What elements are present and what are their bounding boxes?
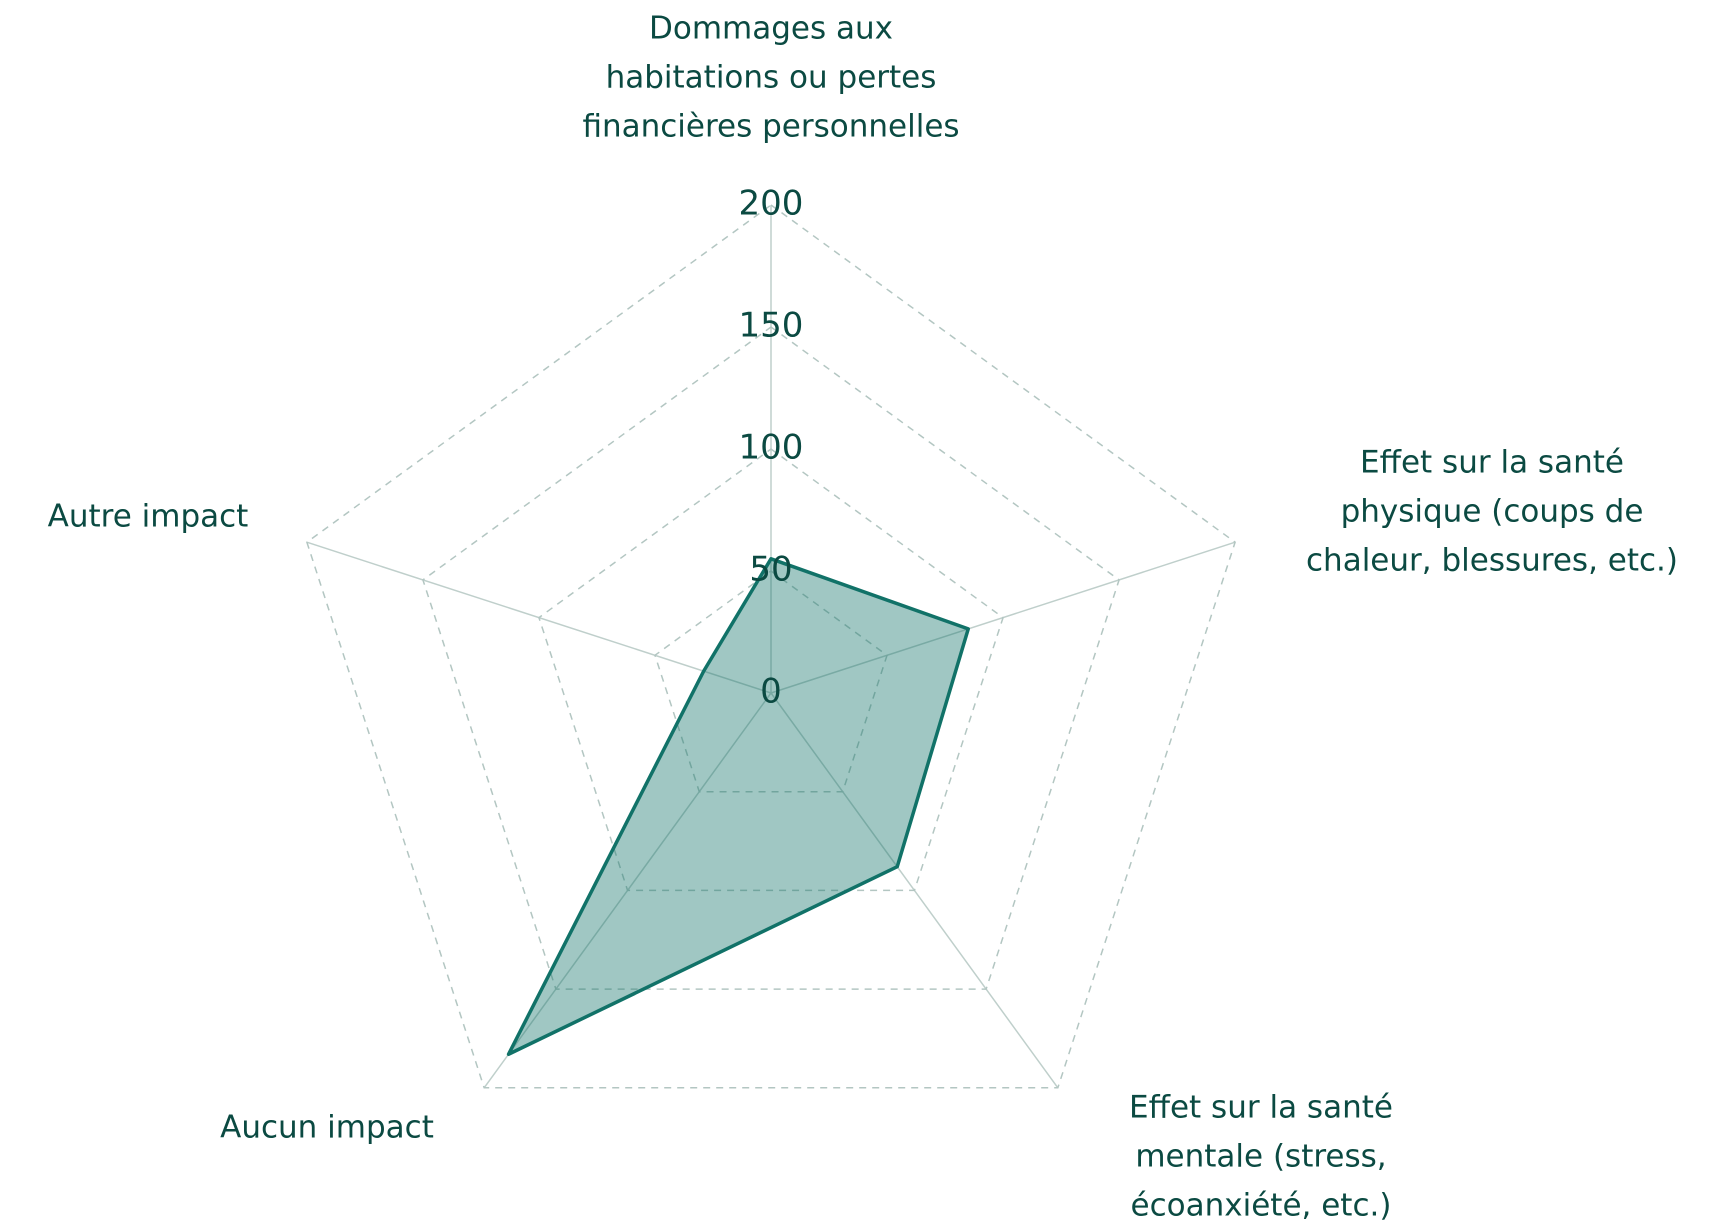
axis-label: écoanxiété, etc.) [1131,1188,1392,1221]
tick-label: 200 [739,184,804,224]
axis-label: physique (coups de [1341,494,1644,530]
tick-label: 0 [760,672,782,712]
tick-label: 50 [749,550,792,590]
axis-label: chaleur, blessures, etc.) [1306,543,1678,579]
tick-label: 150 [739,306,804,346]
axis-label: Effet sur la santé [1360,445,1624,481]
axis-label: mentale (stress, [1135,1139,1386,1175]
axis-label: habitations ou pertes [606,60,937,96]
axis-label: Autre impact [48,499,249,535]
axis-label: financières personnelles [582,109,959,145]
grid-ring [654,570,888,793]
axis-label: Aucun impact [220,1110,434,1146]
axis-label: Effet sur la santé [1129,1090,1393,1126]
grid-ring [538,448,1004,892]
grid-ring [306,204,1236,1089]
axis-label: Dommages aux [649,11,893,47]
tick-label: 100 [739,428,804,468]
data-area [506,557,970,1056]
